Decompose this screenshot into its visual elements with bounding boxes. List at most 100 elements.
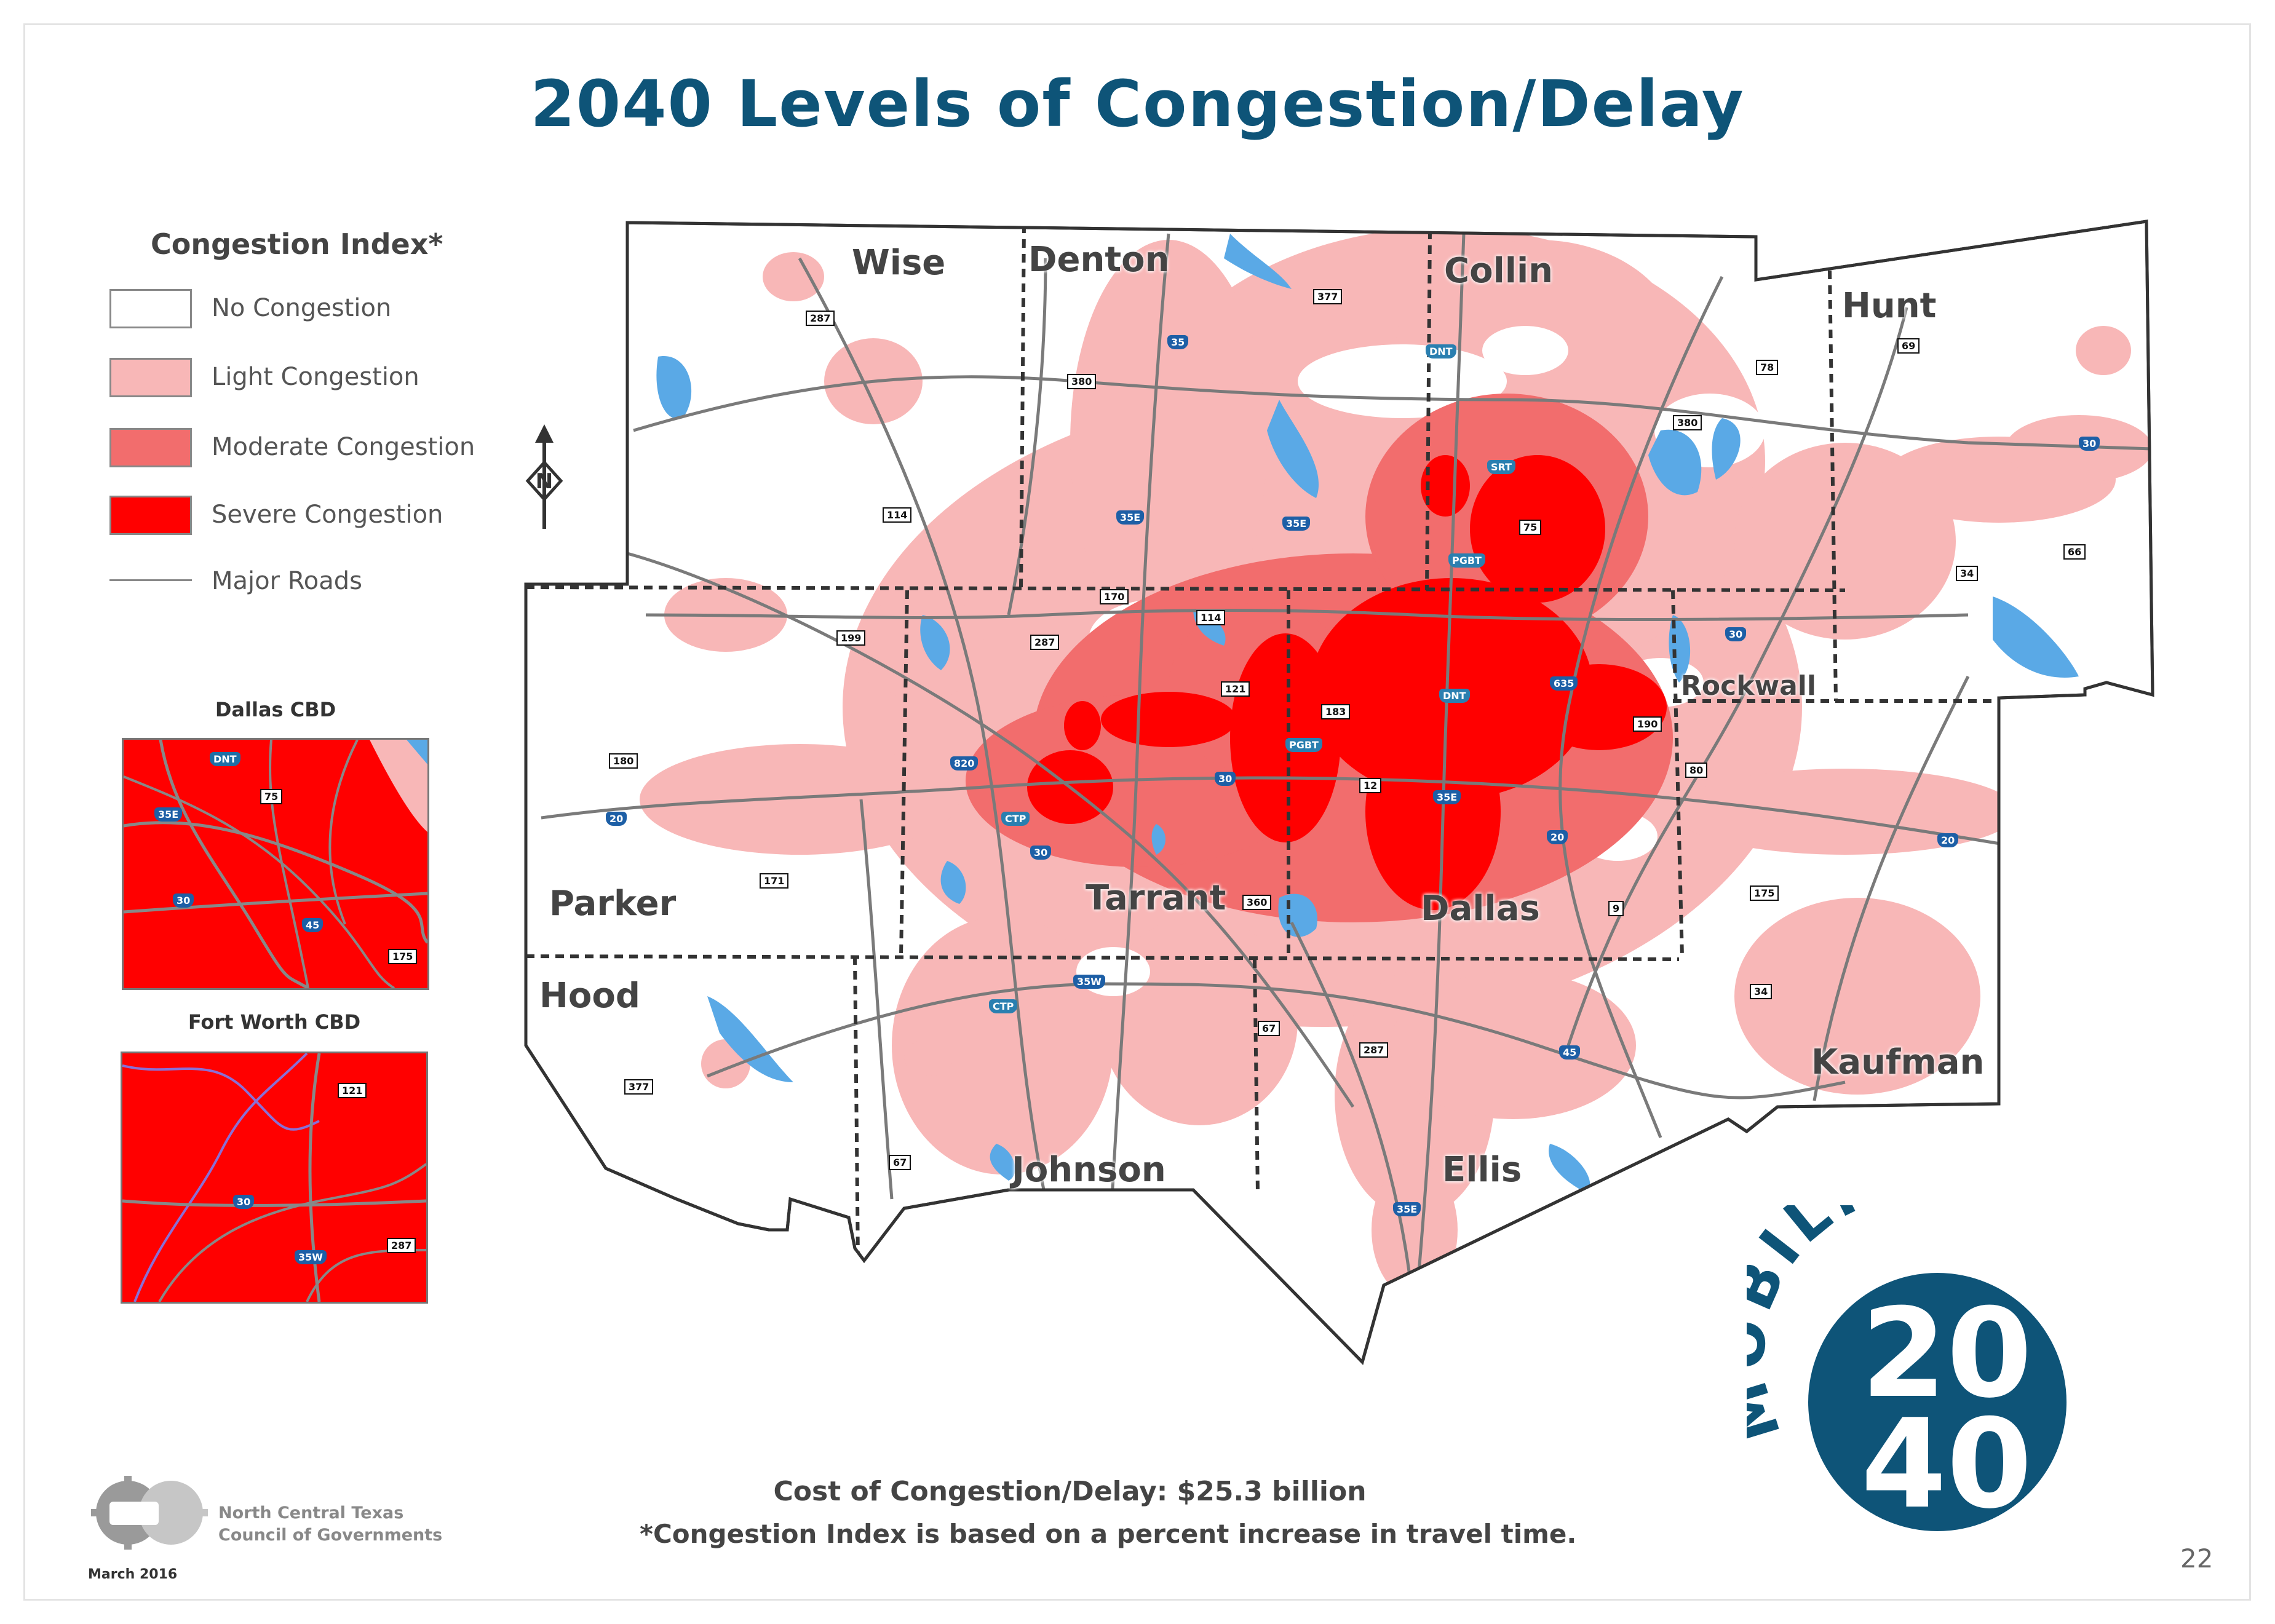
county-wise: Wise xyxy=(852,243,946,283)
shield-i30: 30 xyxy=(1725,627,1747,641)
fort-worth-cbd-inset: 121 30 35W 287 xyxy=(121,1052,428,1304)
shield-287: 287 xyxy=(1030,635,1060,650)
shield-78: 78 xyxy=(1756,360,1779,375)
page-title: 2040 Levels of Congestion/Delay xyxy=(530,66,1745,141)
shield-80: 80 xyxy=(1685,762,1708,778)
legend-label: Moderate Congestion xyxy=(212,433,475,461)
shield-srt: SRT xyxy=(1487,460,1516,474)
region-outline xyxy=(524,220,2154,1365)
dallas-cbd-inset: DNT 75 35E 30 45 175 xyxy=(122,738,429,990)
shield-377: 377 xyxy=(1313,289,1343,304)
legend-label: Light Congestion xyxy=(212,363,419,391)
county-denton: Denton xyxy=(1028,240,1170,280)
fort-worth-cbd-roads xyxy=(122,1053,426,1302)
county-ellis: Ellis xyxy=(1442,1150,1522,1190)
shield-287: 287 xyxy=(1359,1042,1389,1058)
county-parker: Parker xyxy=(549,884,677,924)
county-tarrant: Tarrant xyxy=(1086,878,1226,918)
legend-road-line xyxy=(109,579,192,581)
dallas-cbd-title: Dallas CBD xyxy=(215,698,336,721)
shield-i35: 35 xyxy=(1167,335,1189,349)
shield-i820: 820 xyxy=(950,756,979,770)
shield-175: 175 xyxy=(1750,885,1779,901)
county-hood: Hood xyxy=(539,976,640,1016)
shield-75: 75 xyxy=(1519,520,1542,535)
date-label: March 2016 xyxy=(88,1567,178,1582)
shield-183: 183 xyxy=(1321,704,1351,719)
shield-i20: 20 xyxy=(1937,833,1959,847)
shield-i635: 635 xyxy=(1550,676,1578,691)
shield-75: 75 xyxy=(260,789,283,804)
shield-ctp: CTP xyxy=(1001,812,1030,826)
shield-i35e: 35E xyxy=(1433,790,1461,804)
north-arrow-icon: N xyxy=(525,424,563,529)
logo-digits-top: 20 xyxy=(1861,1282,2032,1425)
shield-i20: 20 xyxy=(1547,830,1568,844)
county-johnson: Johnson xyxy=(1012,1150,1166,1190)
shield-pgbt: PGBT xyxy=(1285,738,1322,752)
north-label: N xyxy=(536,469,553,494)
page-number: 22 xyxy=(2180,1543,2213,1574)
shield-45: 45 xyxy=(302,918,324,932)
legend-label: Major Roads xyxy=(212,567,362,595)
shield-30: 30 xyxy=(173,893,194,908)
shield-175: 175 xyxy=(388,949,418,964)
shield-380: 380 xyxy=(1067,374,1097,389)
shield-i35w: 35W xyxy=(1073,975,1105,989)
shield-i30: 30 xyxy=(2079,437,2100,451)
org-line-1: North Central Texas xyxy=(218,1503,404,1523)
shield-34: 34 xyxy=(1956,566,1979,581)
shield-34: 34 xyxy=(1750,984,1773,999)
shield-dnt: DNT xyxy=(210,752,240,766)
legend-swatch xyxy=(109,428,192,467)
shield-67: 67 xyxy=(1258,1021,1280,1036)
shield-360: 360 xyxy=(1242,895,1272,910)
county-rockwall: Rockwall xyxy=(1681,670,1816,702)
shield-i35e: 35E xyxy=(1393,1202,1421,1216)
shield-i35e: 35E xyxy=(1282,517,1311,531)
logo-digits-bottom: 40 xyxy=(1861,1393,2032,1536)
shield-121: 121 xyxy=(338,1083,367,1098)
org-name: North Central Texas Council of Governmen… xyxy=(218,1502,442,1547)
shield-35w: 35W xyxy=(295,1250,327,1264)
legend-label: Severe Congestion xyxy=(212,501,443,529)
shield-35e: 35E xyxy=(154,807,183,822)
shield-12: 12 xyxy=(1359,778,1382,793)
shield-i45: 45 xyxy=(1559,1045,1581,1060)
shield-380: 380 xyxy=(1673,415,1702,430)
shield-dnt: DNT xyxy=(1426,344,1456,358)
shield-dnt: DNT xyxy=(1439,689,1470,703)
shield-69: 69 xyxy=(1897,338,1920,354)
shield-67: 67 xyxy=(889,1155,911,1170)
shield-114: 114 xyxy=(1196,610,1226,625)
legend-swatch xyxy=(109,358,192,397)
shield-30: 30 xyxy=(233,1195,255,1209)
shield-121: 121 xyxy=(1221,681,1250,697)
shield-ctp: CTP xyxy=(989,999,1018,1013)
shield-9: 9 xyxy=(1608,901,1624,916)
county-collin: Collin xyxy=(1444,251,1554,291)
shield-287: 287 xyxy=(387,1238,416,1253)
legend-title: Congestion Index* xyxy=(151,228,443,261)
legend-swatch xyxy=(109,289,192,328)
shield-i30: 30 xyxy=(1030,846,1052,860)
shield-180: 180 xyxy=(609,753,638,769)
shield-170: 170 xyxy=(1100,589,1129,604)
congestion-index-note: *Congestion Index is based on a percent … xyxy=(640,1519,1577,1549)
mobility-2040-logo: MOBILITY 20 40 xyxy=(1747,1205,2067,1536)
org-line-2: Council of Governments xyxy=(218,1526,443,1545)
county-hunt: Hunt xyxy=(1842,286,1937,326)
shield-190: 190 xyxy=(1633,716,1662,732)
fort-worth-cbd-title: Fort Worth CBD xyxy=(188,1010,361,1034)
legend-label: No Congestion xyxy=(212,294,392,322)
shield-171: 171 xyxy=(760,873,789,889)
dallas-cbd-roads xyxy=(124,740,427,988)
slide-frame xyxy=(23,23,2251,1601)
logo-circle xyxy=(1808,1273,2067,1531)
shield-pgbt: PGBT xyxy=(1448,553,1485,568)
shield-66: 66 xyxy=(2063,544,2086,560)
major-roads xyxy=(541,233,2153,1323)
legend-swatch xyxy=(109,496,192,535)
